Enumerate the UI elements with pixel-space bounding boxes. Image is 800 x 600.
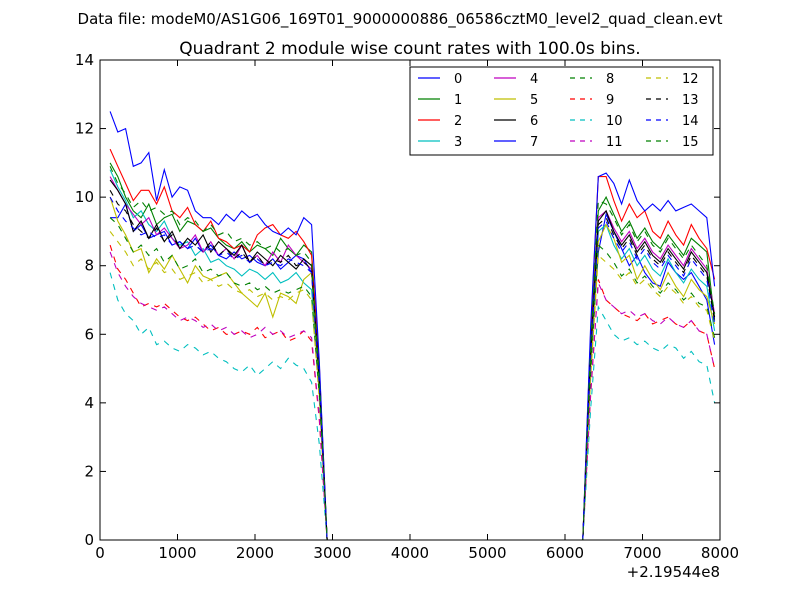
series-line-14: [109, 196, 716, 541]
legend-item-6: 6: [494, 114, 538, 129]
x-tick-label: 2000: [236, 544, 274, 562]
series-line-7: [109, 111, 716, 541]
legend-item-15: 15: [646, 135, 699, 150]
legend-label: 5: [530, 93, 538, 108]
legend-label: 11: [606, 135, 623, 150]
legend-box: [409, 66, 714, 156]
series-line-10: [109, 272, 716, 541]
series-line-1: [109, 162, 716, 541]
series-line-8: [109, 217, 716, 541]
series-line-9: [109, 244, 716, 541]
y-tick-label: 14: [75, 51, 94, 69]
y-tick-label: 10: [75, 188, 94, 206]
legend-label: 13: [682, 93, 699, 108]
legend-label: 0: [454, 72, 462, 87]
series-line-15: [109, 166, 716, 541]
legend-label: 2: [454, 114, 462, 129]
legend-label: 6: [530, 114, 538, 129]
legend-label: 8: [606, 72, 614, 87]
legend-label: 9: [606, 93, 614, 108]
x-offset-label: +2.19544e8: [627, 563, 720, 581]
legend-label: 12: [682, 72, 699, 87]
series-line-11: [109, 251, 716, 541]
legend-label: 4: [530, 72, 538, 87]
plot-series: [109, 111, 716, 541]
x-axis: 0 1000 2000 3000 4000 5000 6000 7000 8000: [95, 60, 739, 562]
legend-item-7: 7: [494, 135, 538, 150]
y-tick-label: 6: [84, 325, 94, 343]
legend-item-13: 13: [646, 93, 699, 108]
legend-item-8: 8: [570, 72, 614, 87]
legend-label: 15: [682, 135, 699, 150]
legend-item-9: 9: [570, 93, 614, 108]
legend-item-3: 3: [418, 135, 462, 150]
y-tick-label: 2: [84, 462, 94, 480]
series-line-13: [109, 190, 716, 541]
legend-item-11: 11: [570, 135, 623, 150]
x-tick-label: 0: [95, 544, 105, 562]
legend-item-1: 1: [418, 93, 462, 108]
legend-label: 14: [682, 114, 699, 129]
series-line-12: [109, 231, 716, 541]
legend-label: 3: [454, 135, 462, 150]
series-line-2: [109, 148, 716, 541]
figure-suptitle: Data file: modeM0/AS1G06_169T01_90000008…: [78, 10, 723, 29]
x-tick-label: 7000: [623, 544, 661, 562]
x-tick-label: 1000: [158, 544, 196, 562]
legend-item-14: 14: [646, 114, 699, 129]
series-line-5: [109, 196, 716, 541]
x-tick-label: 8000: [701, 544, 739, 562]
y-tick-label: 12: [75, 120, 94, 138]
chart-title: Quadrant 2 module wise count rates with …: [179, 39, 640, 59]
y-tick-label: 0: [84, 531, 94, 549]
legend-item-0: 0: [418, 72, 462, 87]
legend-item-4: 4: [494, 72, 538, 87]
x-tick-label: 4000: [391, 544, 429, 562]
x-tick-label: 5000: [468, 544, 506, 562]
x-tick-label: 3000: [313, 544, 351, 562]
legend-item-10: 10: [570, 114, 623, 129]
legend-item-5: 5: [494, 93, 538, 108]
legend-label: 7: [530, 135, 538, 150]
legend-item-12: 12: [646, 72, 699, 87]
y-tick-label: 4: [84, 394, 94, 412]
series-line-6: [109, 179, 716, 541]
x-tick-label: 6000: [546, 544, 584, 562]
y-tick-label: 8: [84, 257, 94, 275]
legend-item-2: 2: [418, 114, 462, 129]
legend-label: 1: [454, 93, 462, 108]
legend-label: 10: [606, 114, 623, 129]
